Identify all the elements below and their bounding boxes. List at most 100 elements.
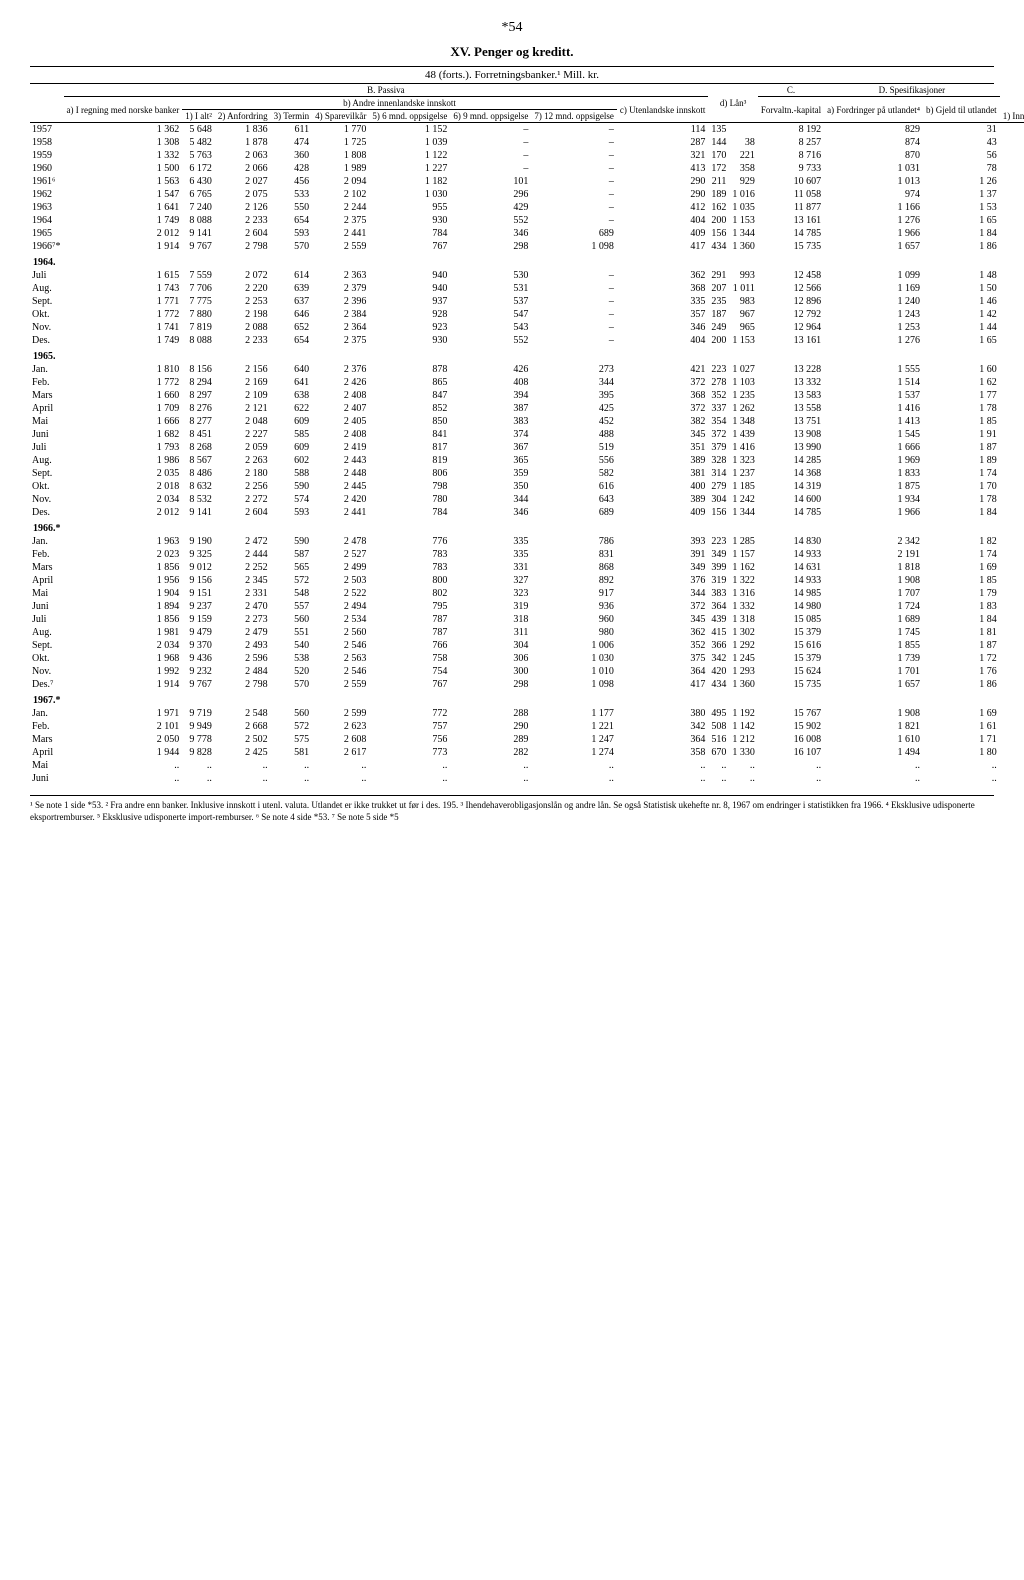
cell: 593: [271, 227, 312, 240]
cell: 368: [617, 282, 708, 295]
cell: 2 375: [312, 334, 369, 347]
cell: 425: [531, 402, 617, 415]
table-row: Okt.2 0188 6322 2565902 4457983506164002…: [30, 480, 1024, 493]
cell: 1 227: [369, 162, 450, 175]
cell: 13 558: [758, 402, 824, 415]
row-label: Feb.: [30, 376, 64, 389]
cell: 1 011: [729, 282, 758, 295]
cell: 2 363: [312, 269, 369, 282]
page-title: XV. Penger og kreditt.: [30, 44, 994, 60]
table-row: Des.1 7498 0882 2336542 375930552–404200…: [30, 334, 1024, 347]
table-row: Nov.1 7417 8192 0886522 364923543–346249…: [30, 321, 1024, 334]
cell: 2 233: [215, 334, 271, 347]
cell: 590: [271, 480, 312, 493]
cell: 516: [708, 733, 729, 746]
row-label: Sept.: [30, 467, 64, 480]
cell: 429: [450, 201, 531, 214]
cell: 7 240: [182, 201, 215, 214]
table-row: Des.⁷1 9149 7672 7985702 5597672981 0984…: [30, 678, 1024, 691]
cell: 2 608: [312, 733, 369, 746]
cell: 380: [617, 707, 708, 720]
cell: 868: [531, 561, 617, 574]
cell: 8 486: [182, 467, 215, 480]
cell: 289: [450, 733, 531, 746]
section-header: 1967.*: [30, 691, 1024, 707]
cell: 2 121: [215, 402, 271, 415]
cell: 1 016: [729, 188, 758, 201]
cell: 15 085: [758, 613, 824, 626]
cell: 1 302: [729, 626, 758, 639]
row-label: Juli: [30, 269, 64, 282]
cell: 2 191: [824, 548, 923, 561]
cell: 1 74: [923, 467, 1000, 480]
cell: 1 666: [824, 441, 923, 454]
cell: 654: [271, 334, 312, 347]
cell: 530: [450, 269, 531, 282]
cell: ..: [758, 772, 824, 785]
cell: 223: [708, 535, 729, 548]
cell: 2 059: [215, 441, 271, 454]
cell: 2 050: [64, 733, 183, 746]
cell: 2 502: [215, 733, 271, 746]
row-label: Jan.: [30, 707, 64, 720]
cell: 929: [729, 175, 758, 188]
cell: 923: [369, 321, 450, 334]
cell: 5 648: [182, 123, 215, 137]
cell: –: [450, 136, 531, 149]
cell: –: [531, 308, 617, 321]
cell: ..: [708, 759, 729, 772]
cell: 756: [369, 733, 450, 746]
cell: 354: [708, 415, 729, 428]
cell: 565: [271, 561, 312, 574]
cell: 337: [708, 402, 729, 415]
cell: 550: [271, 201, 312, 214]
cell: 156: [708, 506, 729, 519]
cell: 2 546: [312, 639, 369, 652]
cell: 654: [271, 214, 312, 227]
cell: 2 101: [64, 720, 183, 733]
cell: 9 141: [182, 227, 215, 240]
cell: 434: [708, 678, 729, 691]
cell: 1 660: [64, 389, 183, 402]
row-label: Juni: [30, 428, 64, 441]
cell: 2 066: [215, 162, 271, 175]
cell: 383: [450, 415, 531, 428]
cell: 346: [450, 506, 531, 519]
cell: 15 902: [758, 720, 824, 733]
cell: 9 370: [182, 639, 215, 652]
cell: 2 425: [215, 746, 271, 759]
cell: 335: [450, 548, 531, 561]
cell: 9 767: [182, 240, 215, 253]
table-row: Mars2 0509 7782 5025752 6087562891 24736…: [30, 733, 1024, 746]
cell: 2 407: [312, 402, 369, 415]
cell: 1 610: [824, 733, 923, 746]
cell: 2 534: [312, 613, 369, 626]
cell: 282: [450, 746, 531, 759]
cell: 389: [617, 454, 708, 467]
cell: 382: [617, 415, 708, 428]
cell: 9 151: [182, 587, 215, 600]
cell: 1 966: [824, 227, 923, 240]
cell: 15 735: [758, 678, 824, 691]
cell: 200: [708, 334, 729, 347]
cell: 156: [708, 227, 729, 240]
cell: 585: [271, 428, 312, 441]
hdr-3: 3) Termin: [271, 110, 312, 123]
cell: 689: [531, 227, 617, 240]
row-label: Feb.: [30, 720, 64, 733]
cell: 581: [271, 746, 312, 759]
cell: 1 26: [923, 175, 1000, 188]
cell: 784: [369, 227, 450, 240]
table-row: 19641 7498 0882 2336542 375930552–404200…: [30, 214, 1024, 227]
cell: 5 482: [182, 136, 215, 149]
cell: 2 527: [312, 548, 369, 561]
row-label: 1963: [30, 201, 64, 214]
cell: 409: [617, 227, 708, 240]
cell: 2 034: [64, 493, 183, 506]
cell: 930: [369, 334, 450, 347]
cell: 1 856: [64, 561, 183, 574]
cell: 8 632: [182, 480, 215, 493]
cell: 917: [531, 587, 617, 600]
cell: 519: [531, 441, 617, 454]
cell: 1 78: [923, 493, 1000, 506]
